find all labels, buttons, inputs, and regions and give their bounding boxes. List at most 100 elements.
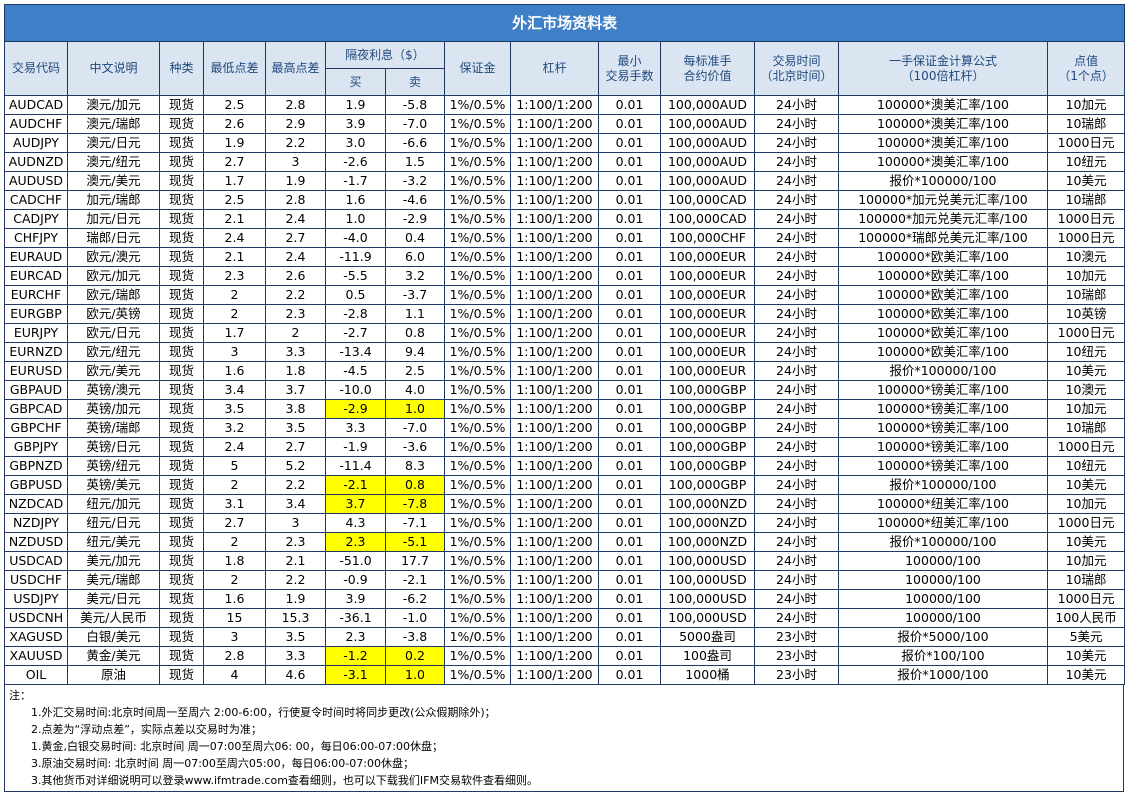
table-cell: 10加元 (1046, 494, 1126, 514)
table-cell: -7.0 (385, 114, 445, 134)
table-cell: 0.01 (598, 399, 661, 419)
table-cell: 100000*镑美汇率/100 (838, 418, 1048, 438)
table-cell: 英镑/日元 (67, 437, 160, 457)
table-cell: 1:100/1:200 (510, 133, 599, 153)
table-cell: 2.4 (203, 437, 266, 457)
table-cell: 100人民币 (1046, 608, 1126, 628)
note-item: 2.点差为“浮动点差”，实际点差以交易时为准； (31, 723, 262, 736)
table-cell: 3.3 (265, 342, 326, 362)
table-cell: USDJPY (4, 589, 68, 609)
table-row: NZDUSD 纽元/美元 现货 2 2.3 2.3 -5.1 1%/0.5% 1:100/1:2… (4, 532, 1126, 552)
table-row: EURJPY 欧元/日元 现货 1.7 2 -2.7 0.8 1%/0.5% 1:100/1:2… (4, 323, 1126, 343)
table-cell: 1:100/1:200 (510, 95, 599, 115)
table-cell: 报价*100/100 (838, 646, 1048, 666)
table-cell: 100000*澳美汇率/100 (838, 95, 1048, 115)
table-cell: 100,000AUD (660, 95, 755, 115)
table-cell: 0.01 (598, 456, 661, 476)
column-header: 最高点差 (265, 41, 326, 96)
table-cell: 10加元 (1046, 266, 1126, 286)
table-cell: 美元/日元 (67, 589, 160, 609)
table-cell: -3.7 (385, 285, 445, 305)
table-cell: EURJPY (4, 323, 68, 343)
table-cell: 报价*100000/100 (838, 475, 1048, 495)
table-cell: 1.7 (203, 323, 266, 343)
table-cell: 0.01 (598, 475, 661, 495)
table-cell: 100,000EUR (660, 266, 755, 286)
table-cell: 报价*100000/100 (838, 532, 1048, 552)
table-cell: -4.0 (325, 228, 386, 248)
table-cell: 24小时 (754, 418, 839, 438)
table-cell: GBPUSD (4, 475, 68, 495)
table-cell: 0.01 (598, 627, 661, 647)
column-header: 保证金 (444, 41, 511, 96)
table-cell: 1:100/1:200 (510, 171, 599, 191)
column-subheader: 买 (325, 68, 386, 96)
table-cell: 英镑/澳元 (67, 380, 160, 400)
sheet: 外汇市场资料表 交易代码 中文说明 种类 最低点差 最高点差 隔夜利息（$） 保证金 杠杆 最小… (3, 4, 1126, 792)
table-cell: 100盎司 (660, 646, 755, 666)
table-cell: 0.01 (598, 608, 661, 628)
table-cell: 24小时 (754, 570, 839, 590)
table-cell: 3.5 (265, 418, 326, 438)
table-cell: 3 (203, 342, 266, 362)
table-cell: AUDNZD (4, 152, 68, 172)
column-header: 每标准手 合约价值 (660, 41, 755, 96)
table-cell: OIL (4, 665, 68, 685)
table-cell: -1.9 (325, 437, 386, 457)
table-row: CADJPY 加元/日元 现货 2.1 2.4 1.0 -2.9 1%/0.5% 1:100/1… (4, 209, 1126, 229)
table-row: AUDNZD 澳元/纽元 现货 2.7 3 -2.6 1.5 1%/0.5% 1:100/1:2… (4, 152, 1126, 172)
table-cell: 1%/0.5% (444, 228, 511, 248)
table-cell: 1:100/1:200 (510, 323, 599, 343)
table-cell: 1.6 (203, 361, 266, 381)
table-cell: 现货 (159, 152, 204, 172)
table-cell: 2.3 (265, 304, 326, 324)
table-cell: 10瑞郎 (1046, 285, 1126, 305)
table-cell: 10澳元 (1046, 247, 1126, 267)
table-cell: 现货 (159, 646, 204, 666)
table-cell: 100,000CAD (660, 209, 755, 229)
table-cell: 0.01 (598, 285, 661, 305)
table-cell: 10瑞郎 (1046, 418, 1126, 438)
table-cell: 1:100/1:200 (510, 551, 599, 571)
table-title: 外汇市场资料表 (3, 4, 1126, 42)
table-cell: 24小时 (754, 589, 839, 609)
table-cell: 100,000EUR (660, 304, 755, 324)
table-cell: 0.01 (598, 361, 661, 381)
table-cell: 100000/100 (838, 551, 1048, 571)
column-header: 杠杆 (510, 41, 599, 96)
table-cell: 24小时 (754, 209, 839, 229)
table-cell: 100000/100 (838, 608, 1048, 628)
table-cell: 100,000EUR (660, 361, 755, 381)
table-cell: -2.1 (325, 475, 386, 495)
table-cell: 24小时 (754, 152, 839, 172)
table-row: EURCAD 欧元/加元 现货 2.3 2.6 -5.5 3.2 1%/0.5% 1:100/1… (4, 266, 1126, 286)
table-cell: 24小时 (754, 114, 839, 134)
table-cell: 0.4 (385, 228, 445, 248)
table-cell: GBPCAD (4, 399, 68, 419)
table-cell: 1%/0.5% (444, 646, 511, 666)
table-cell: 100000*镑美汇率/100 (838, 380, 1048, 400)
table-cell: 1.9 (325, 95, 386, 115)
table-cell: 现货 (159, 627, 204, 647)
table-cell: 2.8 (203, 646, 266, 666)
table-cell: 澳元/瑞郎 (67, 114, 160, 134)
table-cell: 0.01 (598, 494, 661, 514)
table-cell: 现货 (159, 133, 204, 153)
table-cell: 10纽元 (1046, 342, 1126, 362)
table-cell: 1:100/1:200 (510, 247, 599, 267)
table-cell: EURAUD (4, 247, 68, 267)
table-cell: 1:100/1:200 (510, 380, 599, 400)
table-cell: 现货 (159, 532, 204, 552)
table-row: GBPCHF 英镑/瑞郎 现货 3.2 3.5 3.3 -7.0 1%/0.5% 1:100/1… (4, 418, 1126, 438)
table-cell: 2 (265, 323, 326, 343)
table-cell: 1.6 (325, 190, 386, 210)
table-cell: -2.9 (385, 209, 445, 229)
column-header: 一手保证金计算公式 （100倍杠杆） (838, 41, 1048, 96)
table-cell: 2.7 (265, 228, 326, 248)
table-cell: 100000*澳美汇率/100 (838, 133, 1048, 153)
table-cell: 100,000GBP (660, 380, 755, 400)
table-cell: 1%/0.5% (444, 570, 511, 590)
table-cell: 欧元/加元 (67, 266, 160, 286)
table-cell: 1000桶 (660, 665, 755, 685)
